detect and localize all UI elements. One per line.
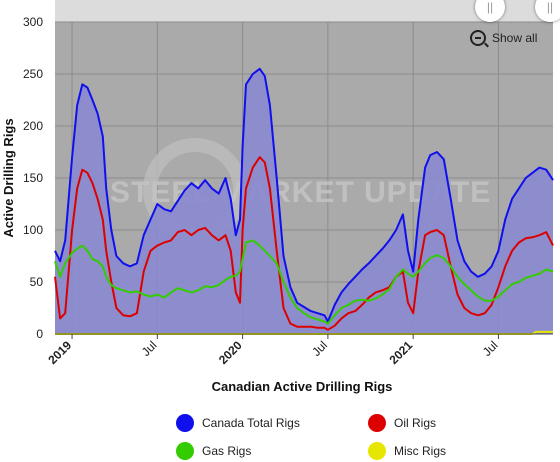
series-layer <box>54 67 554 335</box>
y-tick-label: 50 <box>30 275 44 289</box>
x-tick-label: 2020 <box>216 338 245 367</box>
x-axis-ticks: 2019 Jul 2020 Jul 2021 Jul <box>45 334 501 367</box>
y-tick-label: 300 <box>23 15 43 29</box>
x-tick-label: 2019 <box>45 338 74 367</box>
x-tick-label: Jul <box>309 338 330 359</box>
zoom-out-icon <box>470 30 486 46</box>
y-tick-label: 150 <box>23 171 43 185</box>
series-area-0 <box>55 68 553 335</box>
y-axis-title: Active Drilling Rigs <box>1 118 16 237</box>
y-tick-label: 200 <box>23 119 43 133</box>
series-line-2[interactable] <box>54 239 554 325</box>
x-tick-label: Jul <box>139 338 160 359</box>
show-all-button[interactable]: Show all <box>470 30 537 46</box>
show-all-label: Show all <box>492 31 538 45</box>
x-tick-label: 2021 <box>386 338 415 367</box>
range-navigator[interactable] <box>55 0 553 22</box>
y-tick-label: 100 <box>23 223 43 237</box>
range-handle-left[interactable]: || <box>475 0 505 22</box>
y-axis-ticks: 0 50 100 150 200 250 300 <box>23 15 43 341</box>
series-line-1[interactable] <box>54 156 554 331</box>
x-tick-label: Jul <box>480 338 501 359</box>
series-line-0[interactable] <box>54 67 554 323</box>
y-tick-label: 250 <box>23 67 43 81</box>
x-axis-title: Canadian Active Drilling Rigs <box>212 379 393 394</box>
y-tick-label: 0 <box>36 327 43 341</box>
range-handle-right[interactable]: || <box>535 0 560 22</box>
